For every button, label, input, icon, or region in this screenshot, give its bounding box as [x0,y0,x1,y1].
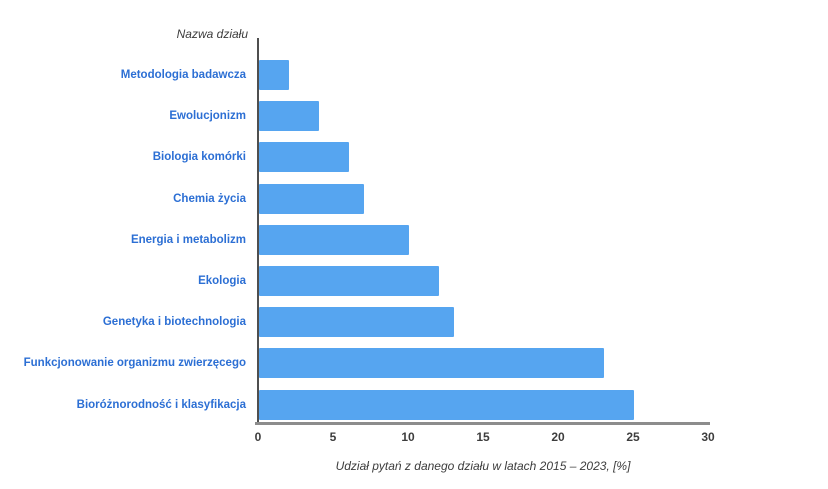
bar [259,307,454,337]
x-tick-label: 30 [701,430,715,444]
y-axis-line [257,38,259,424]
bar [259,101,319,131]
x-tick-label: 15 [476,430,490,444]
category-label: Chemia życia [173,193,246,205]
x-tick-label: 25 [626,430,640,444]
bar [259,266,439,296]
bar [259,184,364,214]
category-label: Funkcjonowanie organizmu zwierzęcego [23,357,246,369]
x-tick-label: 5 [329,430,337,444]
x-tick-label: 20 [551,430,565,444]
category-label: Energia i metabolizm [130,234,246,246]
bar [259,348,604,378]
category-label: Ekologia [198,275,246,287]
bar [259,390,634,420]
category-label: Genetyka i biotechnologia [102,316,246,328]
category-label: Bioróżnorodność i klasyfikacja [76,399,246,411]
bar [259,60,289,90]
x-tick-label: 0 [254,430,262,444]
category-label: Biologia komórki [152,151,246,163]
x-tick-label: 10 [401,430,415,444]
category-label: Ewolucjonizm [169,110,246,122]
category-label: Metodologia badawcza [120,69,246,81]
bar [259,142,349,172]
y-axis-title: Nazwa działu [176,27,248,41]
bar [259,225,409,255]
x-axis-line [255,422,710,425]
x-axis-label: Udział pytań z danego działu w latach 20… [335,459,631,473]
